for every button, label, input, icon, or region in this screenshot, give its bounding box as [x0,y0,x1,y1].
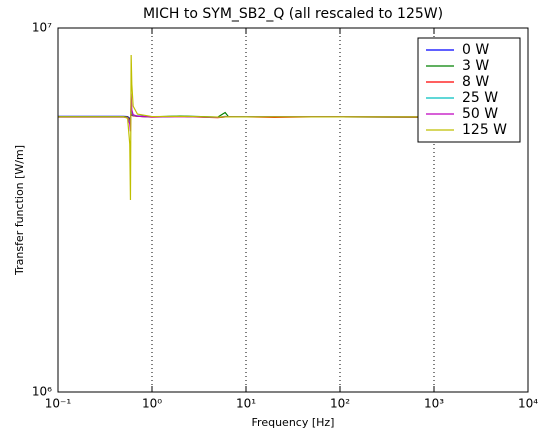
series-line [58,54,434,200]
x-tick-label: 10⁰ [142,397,162,411]
legend-box [417,37,521,143]
legend-label: 0 W [462,42,489,58]
y-tick-label: 10⁷ [32,21,52,35]
y-tick-label: 10⁶ [32,385,52,399]
x-axis-label: Frequency [Hz] [252,416,335,429]
x-tick-label: 10¹ [236,397,256,411]
chart-title: MICH to SYM_SB2_Q (all rescaled to 125W) [143,6,443,22]
y-axis-label: Transfer function [W/m] [13,145,26,276]
plot-frame [57,27,529,393]
legend-label: 50 W [462,106,498,122]
x-tick-label: 10⁴ [518,397,538,411]
legend-label: 3 W [462,58,489,74]
legend-label: 125 W [462,122,507,138]
x-tick-label: 10² [330,397,350,411]
x-tick-label: 10³ [424,397,444,411]
legend-label: 25 W [462,90,498,106]
legend-label: 8 W [462,74,489,90]
x-tick-label: 10⁻¹ [45,397,72,411]
